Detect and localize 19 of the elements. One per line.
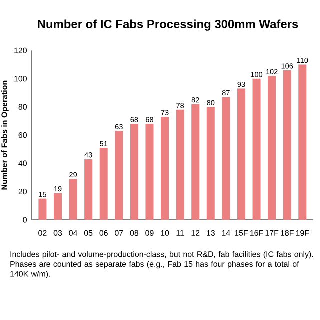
bar: [146, 124, 154, 220]
bar: [237, 88, 246, 220]
bar: [69, 179, 78, 220]
bar: [283, 70, 292, 220]
bar: [161, 116, 170, 220]
bar: [192, 104, 200, 220]
bar: [222, 97, 230, 220]
bar: [298, 64, 307, 220]
bar: [84, 159, 93, 220]
bar: [268, 76, 276, 220]
bar: [176, 110, 184, 220]
bar: [115, 131, 124, 220]
bar: [206, 107, 215, 220]
bar: [252, 78, 261, 220]
bar: [38, 198, 47, 220]
bar: [100, 148, 108, 220]
bar: [54, 193, 62, 220]
bar: [130, 124, 138, 220]
chart-title: Number of IC Fabs Processing 300mm Wafers: [38, 20, 298, 31]
